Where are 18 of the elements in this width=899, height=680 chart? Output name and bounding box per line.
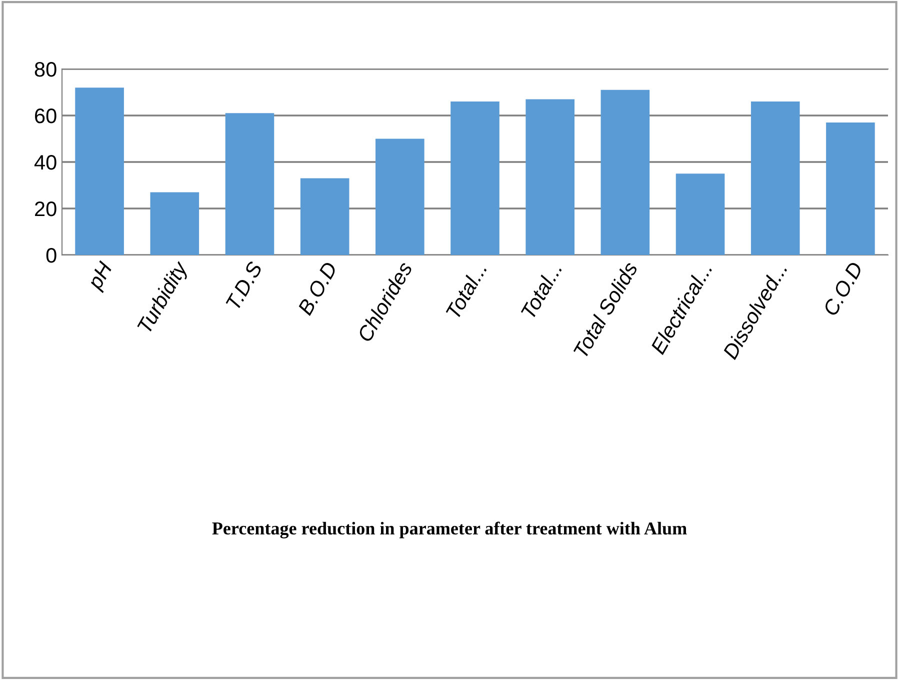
bar (376, 138, 424, 255)
y-tick-label: 20 (35, 202, 56, 216)
bar (676, 174, 725, 255)
text: Percentage reduction in parameter after treatment with Alum (212, 522, 687, 538)
bar (750, 102, 800, 255)
bar (450, 102, 500, 255)
x-tick-label: pH (86, 260, 116, 294)
y-tick-label: 40 (34, 155, 56, 170)
y-tick-label: 60 (35, 108, 56, 124)
bar (600, 90, 650, 255)
bar (150, 192, 200, 255)
bar (826, 122, 875, 255)
bar (526, 99, 574, 255)
bar (300, 178, 350, 255)
y-tick-label: 0 (46, 248, 56, 263)
bar (225, 113, 274, 255)
bar (75, 88, 124, 255)
y-tick-label: 80 (34, 62, 56, 77)
